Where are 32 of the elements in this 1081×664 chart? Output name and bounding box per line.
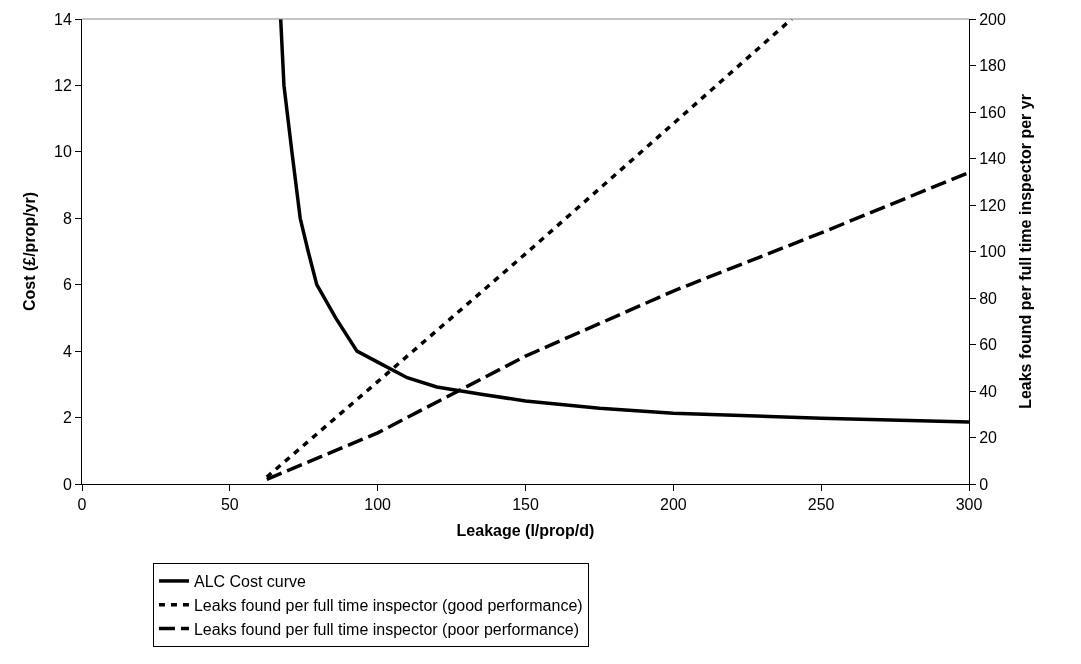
- x-tick-label: 100: [364, 496, 392, 514]
- y-tick-label: 0: [62, 475, 72, 493]
- x-tick-label: 150: [512, 496, 539, 514]
- y2-tick-label: 180: [979, 57, 1006, 75]
- y2-tick-label: 160: [979, 103, 1006, 121]
- y2-tick-label: 140: [979, 150, 1006, 168]
- y-tick-label: 6: [62, 276, 72, 294]
- y-tick-label: 2: [62, 409, 72, 427]
- y2-tick-label: 100: [979, 243, 1006, 261]
- y-tick-label: 8: [62, 209, 72, 227]
- y2-tick-label: 80: [979, 289, 998, 307]
- y-axis-title: Cost (£/prop/yr): [20, 191, 38, 312]
- x-tick-label: 300: [955, 496, 983, 514]
- y2-tick-label: 20: [979, 429, 998, 447]
- x-axis-title: Leakage (l/prop/d): [456, 521, 595, 539]
- legend-label: Leaks found per full time inspector (poor performance): [193, 620, 580, 638]
- y-tick-label: 12: [54, 77, 72, 95]
- x-tick-label: 250: [807, 496, 835, 514]
- y-tick-label: 14: [54, 10, 72, 28]
- y2-tick-label: 120: [979, 196, 1006, 214]
- y2-tick-label: 60: [979, 336, 998, 354]
- x-tick-label: 200: [659, 496, 687, 514]
- x-tick-label: 0: [77, 496, 87, 514]
- legend-label: ALC Cost curve: [193, 573, 307, 591]
- y2-tick-label: 200: [979, 10, 1006, 28]
- y2-tick-label: 0: [979, 475, 989, 493]
- x-tick-label: 50: [220, 496, 239, 514]
- legend-label: Leaks found per full time inspector (good performance): [193, 596, 583, 614]
- y-tick-label: 4: [62, 342, 72, 360]
- y2-axis-title: Leaks found per full time inspector per yr: [1016, 94, 1034, 409]
- y-tick-label: 10: [54, 143, 72, 161]
- y2-tick-label: 40: [979, 382, 998, 400]
